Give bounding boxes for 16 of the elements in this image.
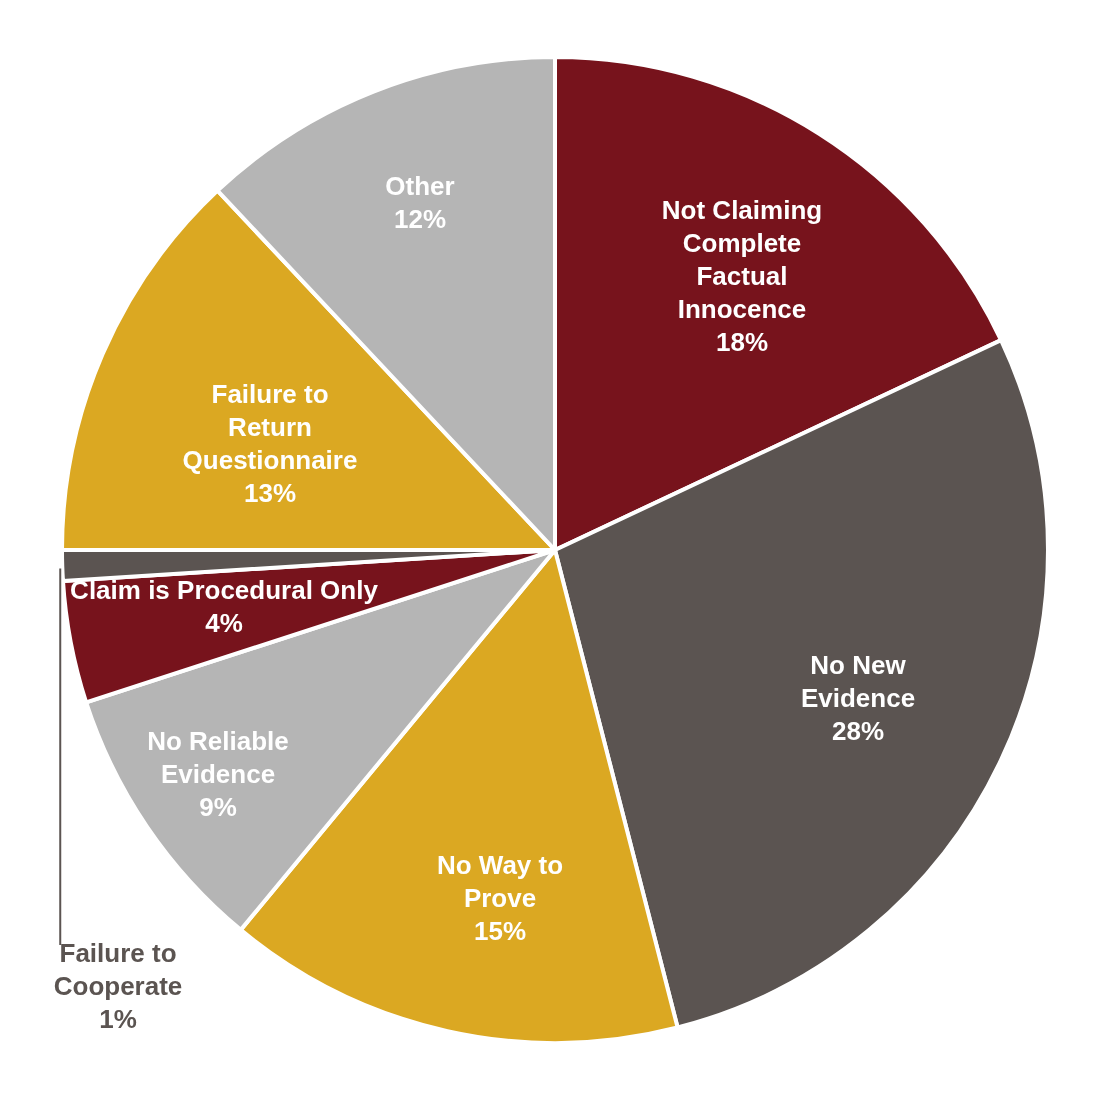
slice-label: Failure to Cooperate	[53, 938, 183, 1002]
slice-label: Claim is Procedural Only	[70, 574, 379, 605]
data-label: 1%	[99, 1004, 137, 1035]
data-label: 28%	[831, 716, 885, 747]
data-label: 15%	[473, 916, 527, 947]
slice-label: No Way to Prove	[436, 850, 564, 914]
data-label: 9%	[199, 792, 237, 823]
slice-label: Failure to Return Questionnaire	[182, 378, 358, 475]
slice-label: Other	[385, 170, 455, 201]
data-label: 18%	[715, 327, 769, 358]
slice-label: No Reliable Evidence	[147, 726, 289, 790]
data-label: 12%	[393, 203, 447, 234]
slice-label: Not Claiming Complete Factual Innocence	[661, 195, 823, 325]
slice-label: No New Evidence	[800, 650, 916, 714]
data-label: 13%	[243, 477, 297, 508]
data-label: 4%	[205, 607, 243, 638]
